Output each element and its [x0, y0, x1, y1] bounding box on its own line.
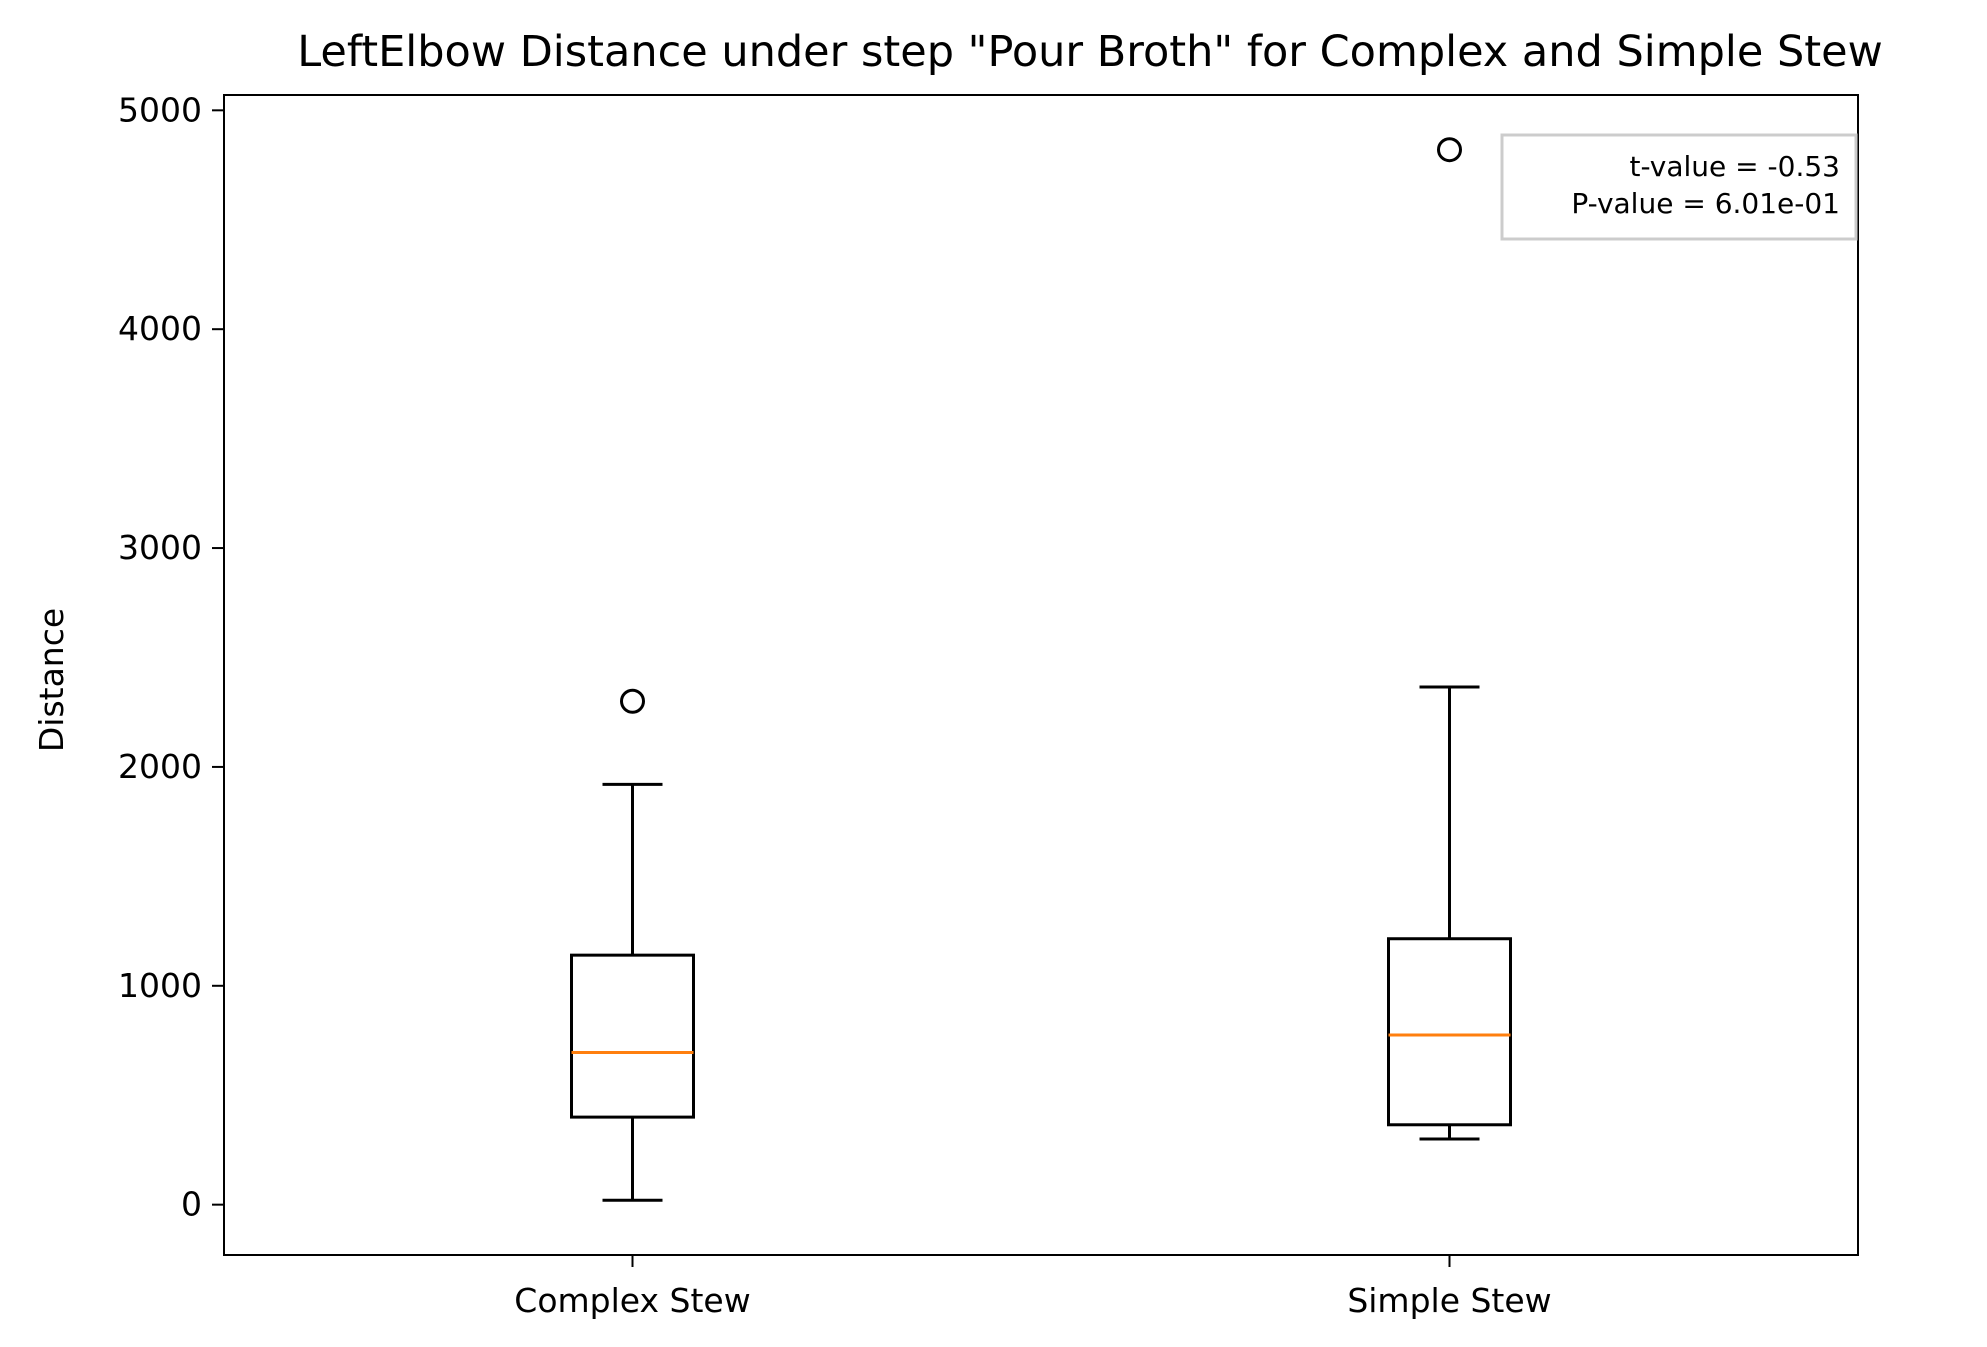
- y-tick-label: 4000: [118, 309, 202, 348]
- iqr-box: [1387, 937, 1512, 1127]
- chart-title: LeftElbow Distance under step "Pour Brot…: [297, 27, 1883, 77]
- box-simple-stew: [1387, 137, 1512, 1141]
- y-tick-label: 1000: [118, 966, 202, 1005]
- y-tick-label: 2000: [118, 747, 202, 786]
- plot-area: 0 1000 2000 3000 4000 5000 Complex Stew Simple …: [118, 90, 1552, 1320]
- box-complex-stew: [570, 688, 695, 1202]
- x-tick-label: Complex Stew: [514, 1281, 750, 1320]
- y-tick-label: 3000: [118, 528, 202, 567]
- outlier-point: [1437, 137, 1462, 163]
- p-value-text: P-value = 6.01e-01: [1571, 187, 1840, 220]
- x-tick-label: Simple Stew: [1347, 1281, 1551, 1320]
- annotation-box: [1500, 133, 1858, 241]
- axes-frame: [223, 94, 1859, 1256]
- stats-annotation: t-value = -0.53 P-value = 6.01e-01: [1500, 133, 1858, 241]
- outlier-point: [620, 688, 645, 714]
- y-tick-label: 0: [181, 1185, 202, 1224]
- y-axis-label: Distance: [32, 608, 71, 752]
- iqr-box: [570, 953, 695, 1119]
- y-tick-label: 5000: [118, 90, 202, 129]
- t-value-text: t-value = -0.53: [1629, 150, 1840, 183]
